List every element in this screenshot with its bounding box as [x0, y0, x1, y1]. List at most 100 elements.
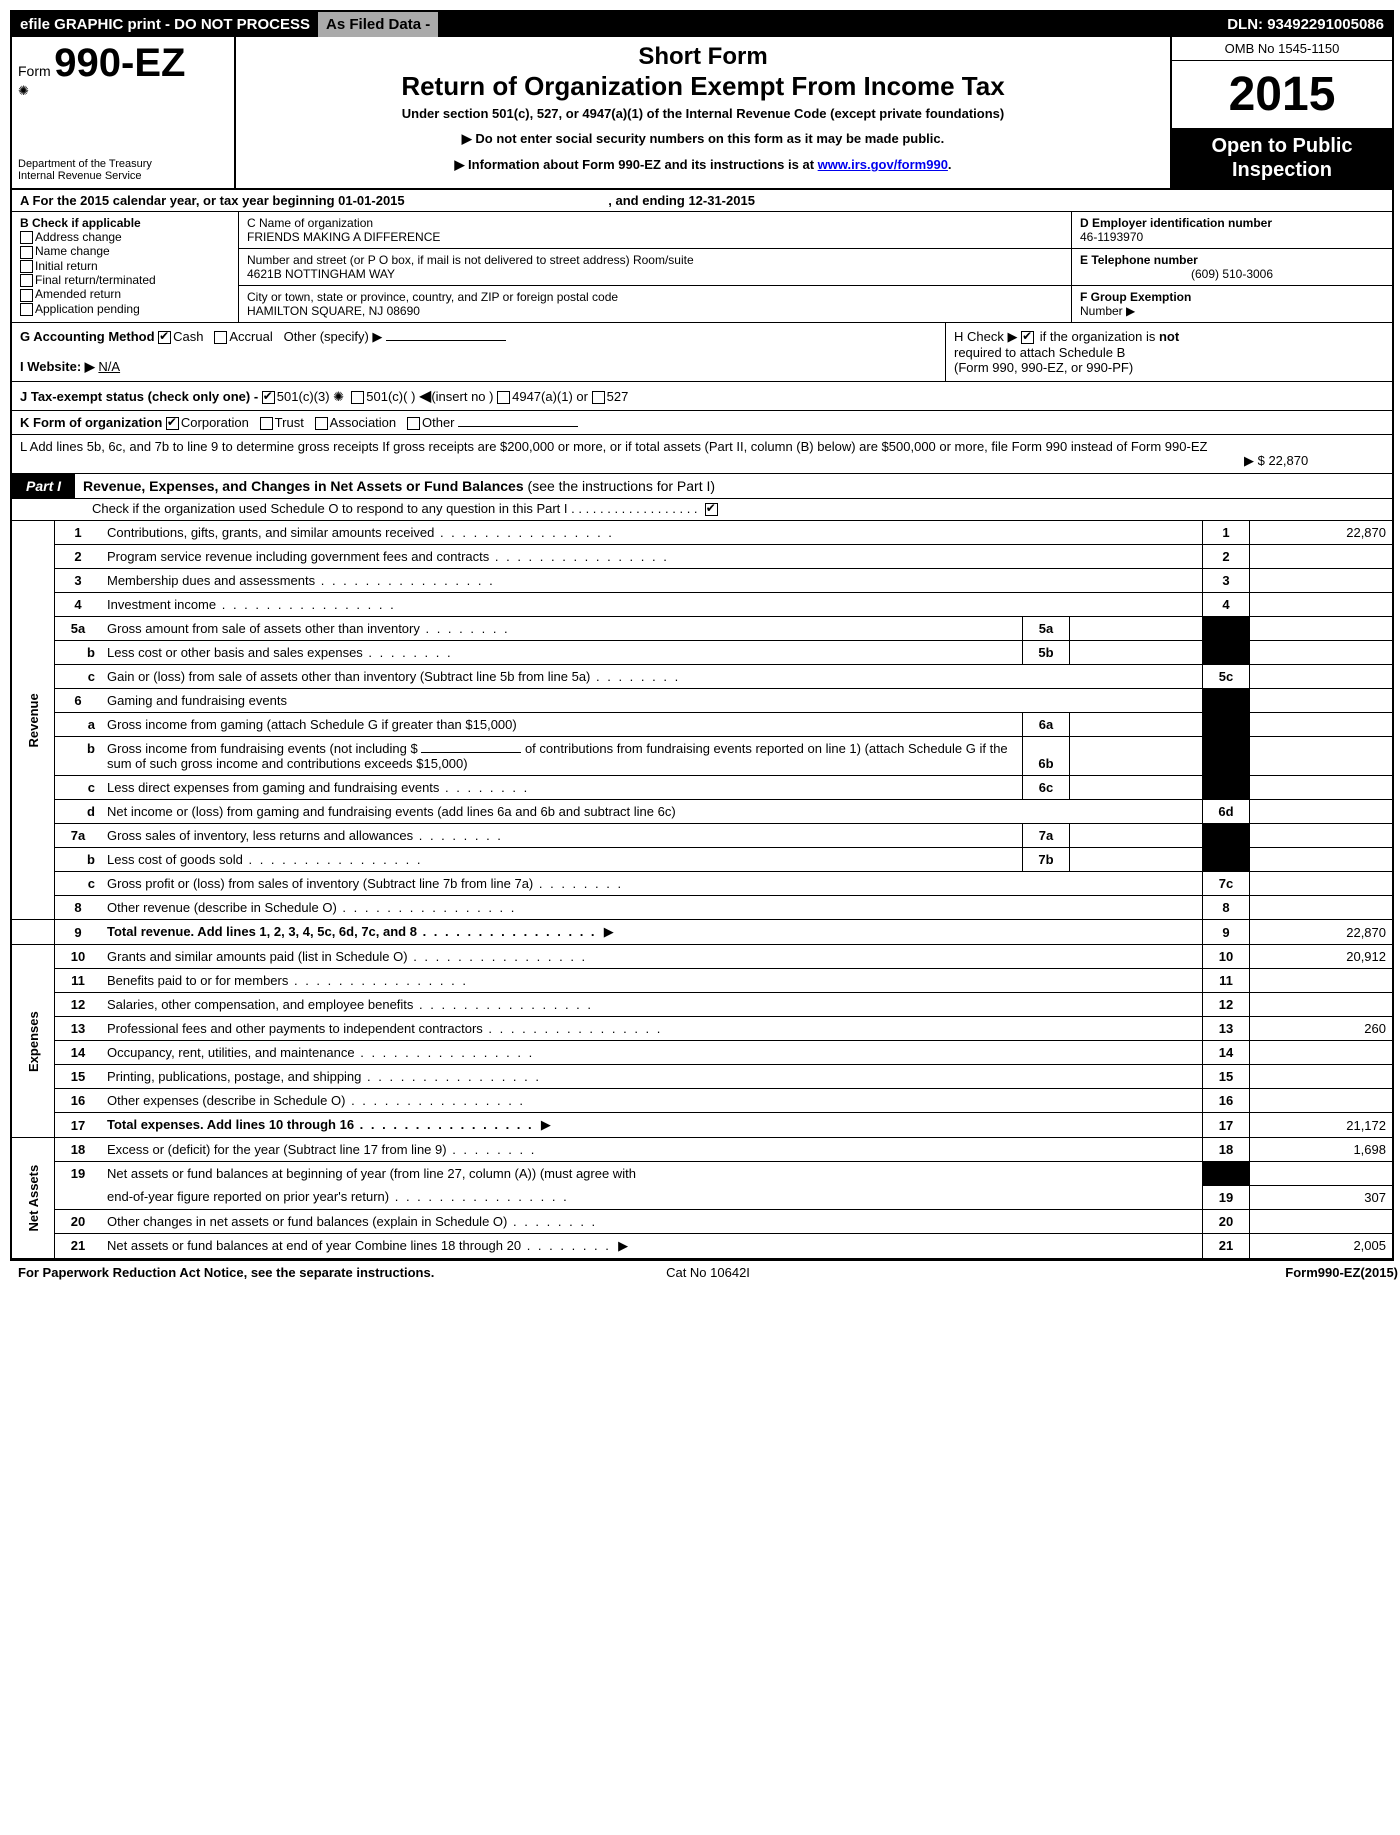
cb-final-return[interactable] [20, 274, 33, 287]
l15-n: 15 [55, 1065, 102, 1089]
l11-d: Benefits paid to or for members [107, 973, 468, 988]
l6b-n: b [55, 737, 102, 776]
l5a-v [1250, 617, 1393, 641]
l6b-d1: Gross income from fundraising events (no… [107, 741, 421, 756]
dln-label: DLN: 93492291005086 [1219, 12, 1392, 37]
cb-other-org[interactable] [407, 417, 420, 430]
l8-d: Other revenue (describe in Schedule O) [107, 900, 516, 915]
k-pre: K Form of organization [20, 415, 166, 430]
l6-n: 6 [55, 689, 102, 713]
cb-4947[interactable] [497, 391, 510, 404]
line-4: 4 Investment income 4 [12, 593, 1392, 617]
l19-vblank [1250, 1162, 1393, 1186]
row-a-mid: , and ending [608, 193, 688, 208]
irs-link[interactable]: www.irs.gov/form990 [818, 157, 948, 172]
cb-501c[interactable] [351, 391, 364, 404]
cb-sched-o[interactable] [705, 503, 718, 516]
lbl-insert: (insert no ) [431, 389, 493, 404]
line-2: 2 Program service revenue including gove… [12, 545, 1392, 569]
h-mid: if the organization is [1040, 329, 1159, 344]
cb-address-change[interactable] [20, 231, 33, 244]
lbl-accrual: Accrual [229, 329, 272, 344]
lbl-final-return: Final return/terminated [35, 273, 156, 287]
line-12: 12 Salaries, other compensation, and emp… [12, 993, 1392, 1017]
l19-d1: Net assets or fund balances at beginning… [101, 1162, 1203, 1186]
l12-v [1250, 993, 1393, 1017]
cb-h[interactable] [1021, 331, 1034, 344]
l1-d: Contributions, gifts, grants, and simila… [107, 525, 614, 540]
cb-initial-return[interactable] [20, 260, 33, 273]
cb-527[interactable] [592, 391, 605, 404]
lbl-corp: Corporation [181, 415, 249, 430]
line-6a: a Gross income from gaming (attach Sched… [12, 713, 1392, 737]
d-ein: 46-1193970 [1080, 230, 1384, 244]
line-7a: 7a Gross sales of inventory, less return… [12, 824, 1392, 848]
dept-irs: Internal Revenue Service [18, 170, 228, 182]
open-public-2: Inspection [1232, 159, 1332, 181]
l20-n: 20 [55, 1209, 102, 1233]
l9-v: 22,870 [1250, 920, 1393, 945]
footer-left: For Paperwork Reduction Act Notice, see … [18, 1265, 478, 1280]
l10-n: 10 [55, 945, 102, 969]
c-street-lbl: Number and street (or P O box, if mail i… [247, 253, 1063, 267]
instr-ssn: Do not enter social security numbers on … [246, 131, 1160, 147]
line-6d: d Net income or (loss) from gaming and f… [12, 800, 1392, 824]
l21-d: Net assets or fund balances at end of ye… [107, 1238, 611, 1253]
l6c-mv [1070, 776, 1203, 800]
col-c: C Name of organization FRIENDS MAKING A … [239, 212, 1072, 322]
l6d-d: Net income or (loss) from gaming and fun… [107, 804, 676, 819]
l1-n: 1 [55, 521, 102, 545]
l20-r: 20 [1203, 1209, 1250, 1233]
l9-n: 9 [55, 920, 102, 945]
l18-v: 1,698 [1250, 1138, 1393, 1162]
l16-n: 16 [55, 1089, 102, 1113]
l11-n: 11 [55, 969, 102, 993]
e-phone-lbl: E Telephone number [1080, 253, 1384, 267]
title-short-form: Short Form [246, 43, 1160, 71]
l5b-n: b [55, 641, 102, 665]
line-21: 21 Net assets or fund balances at end of… [12, 1233, 1392, 1258]
l7b-d: Less cost of goods sold [107, 852, 422, 867]
l5b-v [1250, 641, 1393, 665]
cb-corp[interactable] [166, 417, 179, 430]
l21-v: 2,005 [1250, 1233, 1393, 1258]
l13-r: 13 [1203, 1017, 1250, 1041]
l20-v [1250, 1209, 1393, 1233]
l11-v [1250, 969, 1393, 993]
footer-form-pre: Form [1285, 1265, 1318, 1280]
l6d-v [1250, 800, 1393, 824]
l7b-mv [1070, 848, 1203, 872]
lbl-other: Other (specify) ▶ [284, 329, 383, 344]
lbl-cash: Cash [173, 329, 203, 344]
footer: For Paperwork Reduction Act Notice, see … [10, 1261, 1400, 1284]
line-17: 17 Total expenses. Add lines 10 through … [12, 1113, 1392, 1138]
l19-r: 19 [1203, 1185, 1250, 1209]
part1-label: Part I [12, 474, 75, 498]
l7c-v [1250, 872, 1393, 896]
l5c-n: c [55, 665, 102, 689]
cb-amended-return[interactable] [20, 289, 33, 302]
cb-assoc[interactable] [315, 417, 328, 430]
line-5c: c Gain or (loss) from sale of assets oth… [12, 665, 1392, 689]
l7a-m: 7a [1023, 824, 1070, 848]
l3-n: 3 [55, 569, 102, 593]
open-public-badge: Open to Public Inspection [1172, 128, 1392, 188]
l7a-mv [1070, 824, 1203, 848]
side-revenue: Revenue [12, 521, 55, 920]
l6b-v [1250, 737, 1393, 776]
cb-app-pending[interactable] [20, 303, 33, 316]
l9-r: 9 [1203, 920, 1250, 945]
cb-501c3[interactable] [262, 391, 275, 404]
l5a-d: Gross amount from sale of assets other t… [107, 621, 510, 636]
l9-d: Total revenue. Add lines 1, 2, 3, 4, 5c,… [107, 924, 597, 939]
lbl-other-org: Other [422, 415, 455, 430]
lbl-address-change: Address change [35, 230, 122, 244]
cb-accrual[interactable] [214, 331, 227, 344]
cb-cash[interactable] [158, 331, 171, 344]
cb-trust[interactable] [260, 417, 273, 430]
form-prefix: Form [18, 63, 51, 79]
d-ein-lbl: D Employer identification number [1080, 216, 1384, 230]
l16-v [1250, 1089, 1393, 1113]
line-3: 3 Membership dues and assessments 3 [12, 569, 1392, 593]
cb-name-change[interactable] [20, 246, 33, 259]
